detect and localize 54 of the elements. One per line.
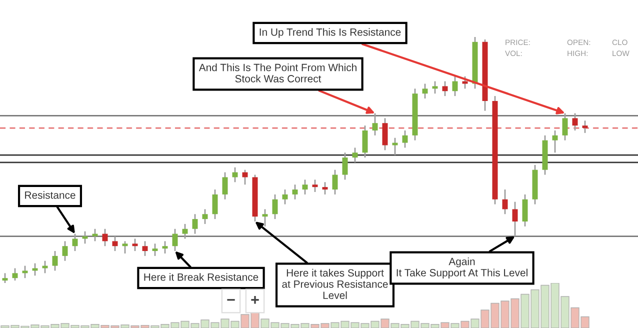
candlestick (92, 228, 98, 242)
candlestick (512, 201, 518, 237)
candlestick (52, 250, 58, 272)
annotation: And This Is The Point From Which Stock Was Correct (198, 64, 356, 82)
candlestick (432, 80, 438, 94)
candlestick (182, 223, 188, 240)
candlestick (232, 166, 238, 183)
candlestick (22, 265, 28, 279)
candlestick (282, 188, 288, 205)
candlestick (102, 228, 108, 247)
candlestick (262, 208, 268, 228)
candlestick (552, 130, 558, 154)
candlestick (372, 112, 378, 136)
candlestick (242, 169, 248, 186)
candlestick (172, 228, 178, 252)
annotation: Here it takes Support at Previous Resistance Level (282, 268, 388, 300)
candlestick (312, 178, 318, 193)
candlestick (222, 172, 228, 200)
candlestick (402, 130, 408, 148)
candlestick (342, 152, 348, 180)
candlestick (382, 117, 388, 151)
candlestick (152, 242, 158, 257)
annotation: Again It Take Support At This Level (396, 258, 528, 278)
annotation: In Up Trend This Is Resistance (260, 28, 401, 38)
candlestick (112, 236, 118, 252)
candlestick (202, 208, 208, 225)
candlestick (572, 112, 578, 132)
candlestick (2, 272, 8, 284)
candlestick (362, 124, 368, 158)
candlestick (322, 181, 328, 196)
candlestick (452, 76, 458, 97)
candlestick (292, 184, 298, 200)
annotation: + (251, 296, 259, 304)
candlestick (212, 188, 218, 220)
candlestick (192, 213, 198, 234)
candlestick (562, 112, 568, 142)
candlestick (32, 262, 38, 276)
annotation: Here it Break Resistance (144, 273, 258, 281)
candlestick (582, 120, 588, 134)
candlestick (502, 188, 508, 215)
candlestick (522, 194, 528, 228)
candlestick (12, 268, 18, 282)
candlestick (352, 147, 358, 164)
annotation: − (227, 299, 235, 301)
annotation: Resistance (25, 191, 76, 199)
candlestick (122, 240, 128, 254)
candlestick (162, 240, 168, 254)
candlestick (442, 80, 448, 97)
candlestick (72, 233, 78, 252)
candlestick (132, 238, 138, 252)
candlestick (62, 240, 68, 262)
candlestick (422, 83, 428, 100)
candlestick (142, 240, 148, 257)
candlestick (302, 178, 308, 196)
